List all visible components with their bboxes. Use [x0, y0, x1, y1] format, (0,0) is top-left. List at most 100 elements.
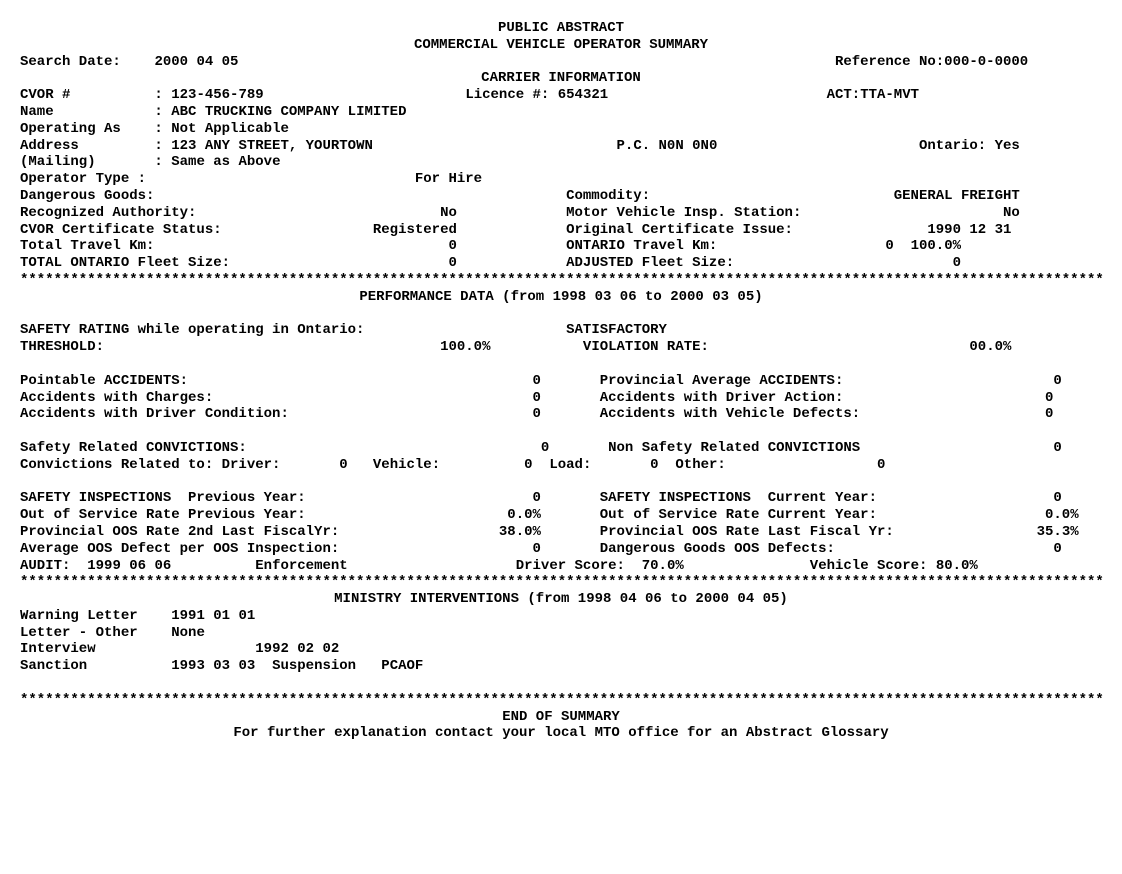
operating-label: Operating As	[20, 121, 121, 137]
blank	[20, 474, 1102, 491]
conv-veh: 0	[524, 457, 532, 473]
point-acc-label: Pointable ACCIDENTS:	[20, 373, 188, 389]
threshold-label: THRESHOLD:	[20, 339, 104, 355]
sanction-date: 1993 03 03	[171, 658, 255, 674]
row-cert: CVOR Certificate Status: Registered Orig…	[20, 222, 1102, 239]
violation: 00.0%	[969, 339, 1011, 355]
prov-oos2-label: Provincial OOS Rate 2nd Last FiscalYr:	[20, 524, 339, 540]
adj-fleet: 0	[953, 255, 961, 271]
row-travel: Total Travel Km: 0 ONTARIO Travel Km: 0 …	[20, 238, 1102, 255]
row-sanction: Sanction 1993 03 03 Suspension PCAOF	[20, 658, 1102, 675]
row-safety-rating: SAFETY RATING while operating in Ontario…	[20, 322, 1102, 339]
insp-prev-label: SAFETY INSPECTIONS Previous Year:	[20, 490, 306, 506]
row-oos-prev: Out of Service Rate Previous Year: 0.0% …	[20, 507, 1102, 524]
acc-cond-label: Accidents with Driver Condition:	[20, 406, 289, 422]
cvor: 123-456-789	[171, 87, 263, 103]
row-insp-prev: SAFETY INSPECTIONS Previous Year: 0 SAFE…	[20, 490, 1102, 507]
document-page: PUBLIC ABSTRACTCOMMERCIAL VEHICLE OPERAT…	[20, 20, 1102, 742]
perf-header: PERFORMANCE DATA (from 1998 03 06 to 200…	[20, 289, 1102, 306]
mvis: No	[1003, 205, 1020, 221]
oos-prev-label: Out of Service Rate Previous Year:	[20, 507, 306, 523]
conv-veh-label: Vehicle:	[373, 457, 440, 473]
row-conv-related: Convictions Related to: Driver: 0 Vehicl…	[20, 457, 1102, 474]
warn-label: Warning Letter	[20, 608, 138, 624]
oos-curr: 0.0%	[1045, 507, 1079, 523]
licence-label: Licence #:	[465, 87, 549, 103]
ont-travel-label: ONTARIO Travel Km:	[566, 238, 717, 254]
blank	[20, 306, 1102, 323]
conv-other-label: Other:	[675, 457, 725, 473]
address: 123 ANY STREET, YOURTOWN	[171, 138, 373, 154]
row-threshold: THRESHOLD: 100.0% VIOLATION RATE: 00.0%	[20, 339, 1102, 356]
acc-veh-label: Accidents with Vehicle Defects:	[600, 406, 860, 422]
violation-label: VIOLATION RATE:	[583, 339, 709, 355]
pc: N0N 0N0	[659, 138, 718, 154]
acc-veh: 0	[1045, 406, 1053, 422]
orig-cert: 1990 12 31	[927, 222, 1011, 238]
name: ABC TRUCKING COMPANY LIMITED	[171, 104, 406, 120]
mailing-label: (Mailing)	[20, 154, 96, 170]
prov-acc: 0	[1053, 373, 1061, 389]
safety-rating: SATISFACTORY	[566, 322, 667, 338]
interview-label: Interview	[20, 641, 96, 657]
row-safety-conv: Safety Related CONVICTIONS: 0 Non Safety…	[20, 440, 1102, 457]
cert: Registered	[373, 222, 457, 238]
prov-acc-label: Provincial Average ACCIDENTS:	[600, 373, 844, 389]
ont-travel: 0	[885, 238, 893, 254]
cvor-label: CVOR #	[20, 87, 70, 103]
end: END OF SUMMARY	[20, 709, 1102, 726]
ministry-header: MINISTRY INTERVENTIONS (from 1998 04 06 …	[20, 591, 1102, 608]
safety-conv: 0	[541, 440, 549, 456]
point-acc: 0	[533, 373, 541, 389]
name-label: Name	[20, 104, 54, 120]
row-fleet: TOTAL ONTARIO Fleet Size: 0 ADJUSTED Fle…	[20, 255, 1102, 272]
row-warn: Warning Letter 1991 01 01	[20, 608, 1102, 625]
audit-type: Enforcement	[255, 558, 347, 574]
prov-oos2: 38.0%	[499, 524, 541, 540]
acc-driver: 0	[1045, 390, 1053, 406]
interview-date: 1992 02 02	[255, 641, 339, 657]
mailing: Same as Above	[171, 154, 280, 170]
oos-prev: 0.0%	[507, 507, 541, 523]
blank	[20, 423, 1102, 440]
search-date-label: Search Date:	[20, 54, 121, 70]
row-address: Address : 123 ANY STREET, YOURTOWN P.C. …	[20, 138, 1102, 155]
ontario: Yes	[995, 138, 1020, 154]
prov-oos1-label: Provincial OOS Rate Last Fiscal Yr:	[600, 524, 894, 540]
operator-type-label: Operator Type :	[20, 171, 146, 187]
row-dangerous: Dangerous Goods: Commodity: GENERAL FREI…	[20, 188, 1102, 205]
safety-conv-label: Safety Related CONVICTIONS:	[20, 440, 247, 456]
row-avg-oos: Average OOS Defect per OOS Inspection: 0…	[20, 541, 1102, 558]
avg-oos: 0	[533, 541, 541, 557]
commodity: GENERAL FREIGHT	[894, 188, 1020, 204]
row-acc-charges: Accidents with Charges: 0 Accidents with…	[20, 390, 1102, 407]
commodity-label: Commodity:	[566, 188, 650, 204]
divider-2: ****************************************…	[20, 574, 1102, 591]
row-point-acc: Pointable ACCIDENTS: 0 Provincial Averag…	[20, 373, 1102, 390]
insp-prev: 0	[533, 490, 541, 506]
letter-label: Letter - Other	[20, 625, 138, 641]
divider-1: ****************************************…	[20, 272, 1102, 289]
safety-rating-label: SAFETY RATING while operating in Ontario…	[20, 322, 364, 338]
section-carrier: CARRIER INFORMATION	[20, 70, 1102, 87]
row-prov-oos2: Provincial OOS Rate 2nd Last FiscalYr: 3…	[20, 524, 1102, 541]
row-name: Name : ABC TRUCKING COMPANY LIMITED	[20, 104, 1102, 121]
row-auth: Recognized Authority: No Motor Vehicle I…	[20, 205, 1102, 222]
driver-score-label: Driver Score:	[516, 558, 625, 574]
avg-oos-label: Average OOS Defect per OOS Inspection:	[20, 541, 339, 557]
threshold: 100.0%	[440, 339, 490, 355]
reference-no: 000-0-0000	[944, 54, 1028, 70]
prov-oos1: 35.3%	[1037, 524, 1079, 540]
operator-type: For Hire	[415, 171, 482, 187]
fleet-label: TOTAL ONTARIO Fleet Size:	[20, 255, 230, 271]
sanction-code: PCAOF	[381, 658, 423, 674]
ontario-label: Ontario:	[919, 138, 986, 154]
act: TTA-MVT	[860, 87, 919, 103]
travel: 0	[448, 238, 456, 254]
conv-related-label: Convictions Related to: Driver:	[20, 457, 280, 473]
letter-val: None	[171, 625, 205, 641]
insp-curr: 0	[1053, 490, 1061, 506]
divider-3: ****************************************…	[20, 692, 1102, 709]
nonsafety-conv-label: Non Safety Related CONVICTIONS	[608, 440, 860, 456]
blank	[20, 356, 1102, 373]
